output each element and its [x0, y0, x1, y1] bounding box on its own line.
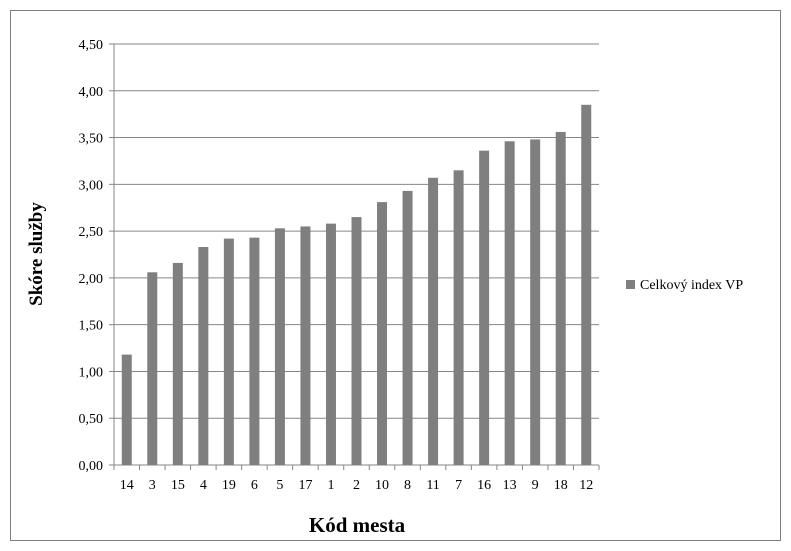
bar-1: [325, 223, 336, 465]
y-tick-label: 4,50: [79, 38, 104, 53]
x-tick-label: 12: [579, 478, 593, 493]
bars: [121, 104, 592, 466]
legend-swatch: [626, 280, 635, 289]
bar-6: [249, 237, 260, 465]
bar-8: [402, 190, 413, 466]
bar-16: [479, 150, 490, 466]
x-tick-label: 5: [276, 478, 283, 493]
bar-7: [453, 170, 464, 466]
x-tick-label: 7: [455, 478, 462, 493]
y-tick-label: 3,00: [79, 178, 104, 193]
x-tick-label: 14: [120, 478, 134, 493]
x-tick-label: 10: [375, 478, 389, 493]
x-tick-label: 15: [171, 478, 185, 493]
x-tick-label: 17: [298, 478, 312, 493]
x-tick-label: 8: [404, 478, 411, 493]
bar-5: [274, 228, 285, 465]
bar-2: [351, 217, 362, 465]
bar-15: [172, 262, 183, 465]
x-axis-title: Kód mesta: [309, 513, 406, 537]
x-tick-label: 6: [251, 478, 258, 493]
chart-frame: [10, 10, 781, 541]
y-tick-labels: 0,00 0,50 1,00 1,50 2,00 2,50 3,00 3,50 4,00 4,50: [79, 38, 104, 474]
bar-18: [555, 131, 566, 466]
bar-14: [121, 354, 132, 465]
y-tick-label: 0,50: [79, 412, 104, 427]
x-tick-label: 11: [426, 478, 439, 493]
legend: Celkový index VP: [626, 278, 743, 293]
bar-19: [223, 238, 234, 465]
y-axis-title: Skóre služby: [26, 202, 47, 306]
y-tick-label: 2,00: [79, 272, 104, 287]
bar-9: [530, 139, 541, 465]
bar-3: [147, 272, 158, 465]
y-tick-label: 3,50: [79, 132, 104, 147]
bar-12: [581, 104, 592, 466]
y-tick-label: 0,00: [79, 459, 104, 474]
x-tick-label: 9: [532, 478, 539, 493]
y-tick-label: 1,00: [79, 365, 104, 380]
x-tick-labels: 14 3 15 4 19 6 5 17 1 2 10 8 11 7 16 13 9 18 12: [120, 478, 593, 493]
x-tick-label: 18: [554, 478, 568, 493]
x-tick-label: 13: [503, 478, 517, 493]
bar-10: [377, 202, 388, 465]
x-tick-label: 3: [149, 478, 156, 493]
legend-label: Celkový index VP: [640, 278, 743, 293]
y-tick-label: 4,00: [79, 85, 104, 100]
y-tick-label: 1,50: [79, 319, 104, 334]
x-tick-label: 16: [477, 478, 491, 493]
x-tick-label: 19: [222, 478, 236, 493]
x-tick-label: 1: [327, 478, 334, 493]
bar-11: [428, 177, 439, 466]
y-tick-label: 2,50: [79, 225, 104, 240]
bar-4: [198, 247, 209, 465]
bar-13: [504, 141, 515, 465]
x-tick-label: 4: [200, 478, 207, 493]
bar-17: [300, 226, 311, 465]
x-tick-label: 2: [353, 478, 360, 493]
